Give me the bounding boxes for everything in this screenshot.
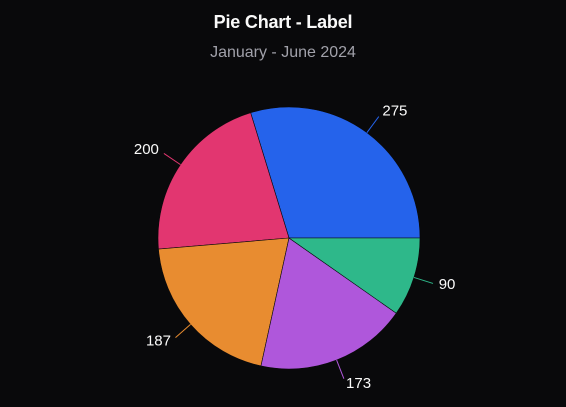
data-label-187: 187 [146,332,171,349]
data-label-90: 90 [439,276,456,293]
data-label-275: 275 [382,103,407,120]
data-label-200: 200 [134,141,159,158]
leader-line-173 [337,360,344,379]
data-label-173: 173 [346,375,371,392]
leader-line-200 [164,153,181,164]
leader-line-187 [175,324,190,337]
leader-line-90 [414,277,433,283]
leader-line-275 [367,117,379,133]
pie-slices [158,107,420,369]
